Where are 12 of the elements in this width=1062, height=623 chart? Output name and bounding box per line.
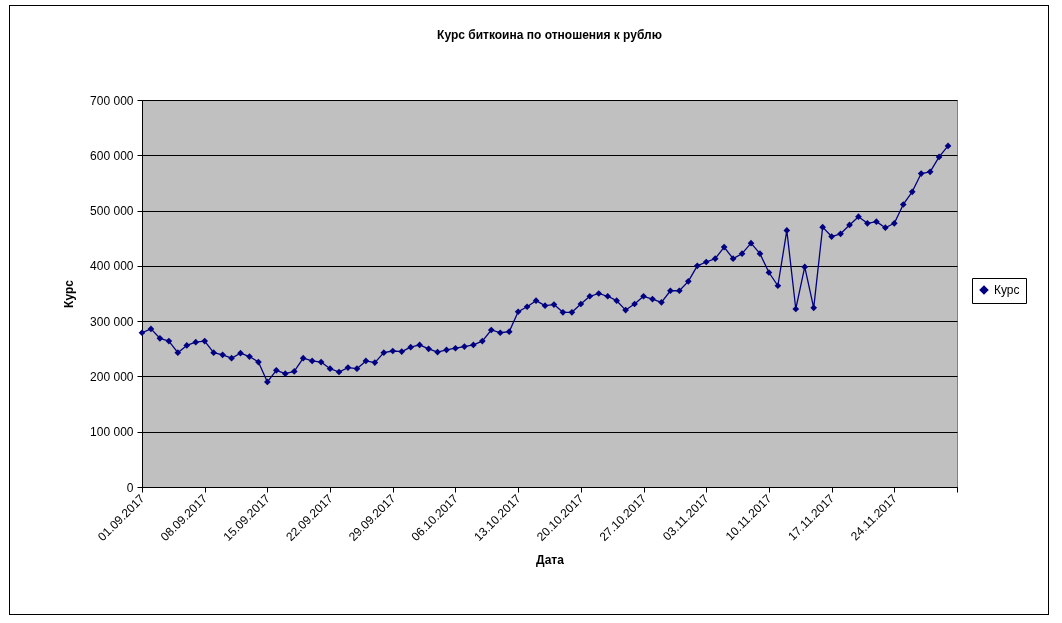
x-axis-title: Дата: [536, 553, 565, 568]
y-tick-label: 600 000: [90, 148, 134, 163]
y-tick-label: 0: [126, 480, 134, 495]
y-axis-title: Курс: [62, 279, 77, 308]
chart-title: Курс биткоина по отношения к рублю: [437, 28, 662, 42]
y-tick-label: 300 000: [90, 314, 134, 329]
y-tick-label: 100 000: [90, 425, 134, 440]
y-tick-label: 500 000: [90, 204, 134, 219]
y-tick-label: 200 000: [90, 369, 134, 384]
legend-label: Курс: [994, 283, 1020, 297]
y-tick-label: 700 000: [90, 93, 134, 108]
y-tick-label: 400 000: [90, 259, 134, 274]
